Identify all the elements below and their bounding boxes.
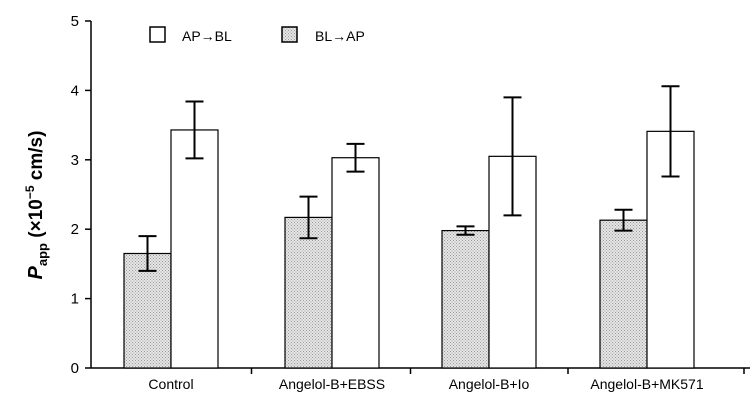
bar [170, 129, 219, 369]
legend-swatch-bl-ap [281, 26, 298, 43]
y-tick-label: 3 [71, 152, 79, 169]
bar [599, 219, 648, 369]
legend-label-ap-bl: AP→BL [182, 28, 232, 44]
y-tick-label: 0 [71, 360, 79, 377]
error-bars [138, 85, 680, 272]
y-axis: 0 1 2 3 4 5 [71, 13, 92, 377]
category-labels: Control Angelol-B+EBSS Angelol-B+Io Angelol… [148, 376, 703, 392]
bar [123, 252, 172, 369]
legend-label-bl-ap: BL→AP [315, 28, 365, 44]
bars [123, 129, 695, 369]
bar [284, 216, 333, 369]
legend: AP→BL BL→AP [149, 26, 365, 44]
x-tick-label: Angelol-B+EBSS [279, 376, 385, 392]
x-tick-label: Angelol-B+Io [449, 376, 530, 392]
x-axis [91, 367, 750, 374]
y-axis-label: Papp (×10−5 cm/s) [23, 131, 50, 280]
y-tick-label: 5 [71, 13, 79, 30]
y-tick-label: 4 [71, 82, 79, 99]
y-tick-label: 1 [71, 291, 79, 308]
legend-swatch-ap-bl [149, 26, 166, 43]
bar [331, 157, 380, 369]
x-tick-label: Control [148, 376, 193, 392]
bar [441, 229, 490, 369]
y-tick-label: 2 [71, 221, 79, 238]
x-tick-label: Angelol-B+MK571 [590, 376, 703, 392]
